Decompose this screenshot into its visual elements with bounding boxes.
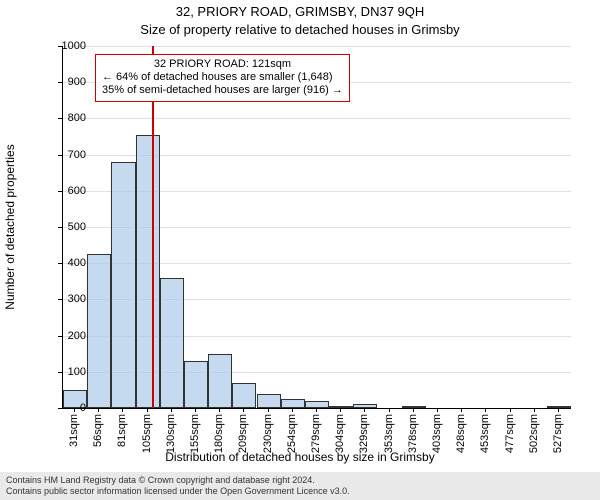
x-tick-mark (74, 408, 75, 412)
x-tick-label: 428sqm (455, 414, 467, 453)
histogram-bar (208, 354, 232, 408)
histogram-bar (305, 401, 329, 408)
y-tick-label: 200 (68, 330, 86, 342)
y-axis-label: Number of detached properties (3, 144, 17, 309)
histogram-bar (87, 254, 111, 408)
x-tick-mark (219, 408, 220, 412)
x-tick-mark (243, 408, 244, 412)
y-tick-label: 900 (68, 76, 86, 88)
x-tick-mark (171, 408, 172, 412)
footer-line-2: Contains public sector information licen… (6, 486, 594, 497)
histogram-bar (160, 278, 184, 408)
y-tick-label: 400 (68, 257, 86, 269)
x-tick-label: 329sqm (358, 414, 370, 453)
y-tick-label: 1000 (62, 40, 86, 52)
x-tick-label: 209sqm (237, 414, 249, 453)
x-axis-label: Distribution of detached houses by size … (0, 450, 600, 464)
annotation-line-2: ← 64% of detached houses are smaller (1,… (102, 71, 343, 84)
x-tick-mark (389, 408, 390, 412)
y-tick-label: 300 (68, 293, 86, 305)
x-tick-label: 304sqm (334, 414, 346, 453)
page-title-sub: Size of property relative to detached ho… (0, 22, 600, 37)
x-tick-mark (510, 408, 511, 412)
x-tick-label: 155sqm (189, 414, 201, 453)
x-tick-mark (268, 408, 269, 412)
y-tick-label: 0 (80, 402, 86, 414)
histogram-bar (257, 394, 281, 408)
histogram-bar (232, 383, 256, 408)
x-tick-mark (98, 408, 99, 412)
x-tick-label: 502sqm (528, 414, 540, 453)
x-tick-mark (364, 408, 365, 412)
x-tick-mark (147, 408, 148, 412)
y-tick-label: 600 (68, 185, 86, 197)
x-tick-mark (292, 408, 293, 412)
histogram-bar (136, 135, 160, 408)
y-tick-label: 500 (68, 221, 86, 233)
footer-attribution: Contains HM Land Registry data © Crown c… (0, 472, 600, 500)
x-tick-mark (558, 408, 559, 412)
x-tick-label: 230sqm (262, 414, 274, 453)
x-tick-mark (122, 408, 123, 412)
histogram-bar (111, 162, 135, 408)
x-tick-label: 56sqm (92, 414, 104, 447)
x-tick-label: 378sqm (407, 414, 419, 453)
histogram-bar (281, 399, 305, 408)
histogram-plot: 32 PRIORY ROAD: 121sqm ← 64% of detached… (62, 46, 571, 409)
x-tick-label: 81sqm (116, 414, 128, 447)
x-tick-label: 130sqm (165, 414, 177, 453)
page-title-super: 32, PRIORY ROAD, GRIMSBY, DN37 9QH (0, 4, 600, 19)
x-tick-mark (195, 408, 196, 412)
x-tick-mark (461, 408, 462, 412)
histogram-bar (184, 361, 208, 408)
x-tick-mark (316, 408, 317, 412)
x-tick-mark (413, 408, 414, 412)
x-tick-label: 477sqm (504, 414, 516, 453)
x-tick-mark (534, 408, 535, 412)
x-tick-mark (437, 408, 438, 412)
y-tick-label: 800 (68, 112, 86, 124)
x-tick-label: 31sqm (68, 414, 80, 447)
x-tick-label: 279sqm (310, 414, 322, 453)
page: 32, PRIORY ROAD, GRIMSBY, DN37 9QH Size … (0, 0, 600, 500)
x-tick-labels: 31sqm56sqm81sqm105sqm130sqm155sqm180sqm2… (62, 408, 570, 448)
x-tick-label: 453sqm (479, 414, 491, 453)
x-tick-label: 180sqm (213, 414, 225, 453)
grid-line (63, 46, 571, 47)
x-tick-label: 105sqm (141, 414, 153, 453)
annotation-line-1: 32 PRIORY ROAD: 121sqm (102, 58, 343, 71)
x-tick-label: 403sqm (431, 414, 443, 453)
annotation-box: 32 PRIORY ROAD: 121sqm ← 64% of detached… (95, 54, 350, 102)
grid-line (63, 118, 571, 119)
annotation-line-3: 35% of semi-detached houses are larger (… (102, 84, 343, 97)
x-tick-label: 254sqm (286, 414, 298, 453)
y-tick-label: 100 (68, 366, 86, 378)
x-tick-label: 527sqm (552, 414, 564, 453)
x-tick-mark (340, 408, 341, 412)
footer-line-1: Contains HM Land Registry data © Crown c… (6, 475, 594, 486)
x-tick-mark (485, 408, 486, 412)
y-tick-label: 700 (68, 149, 86, 161)
x-tick-label: 353sqm (383, 414, 395, 453)
